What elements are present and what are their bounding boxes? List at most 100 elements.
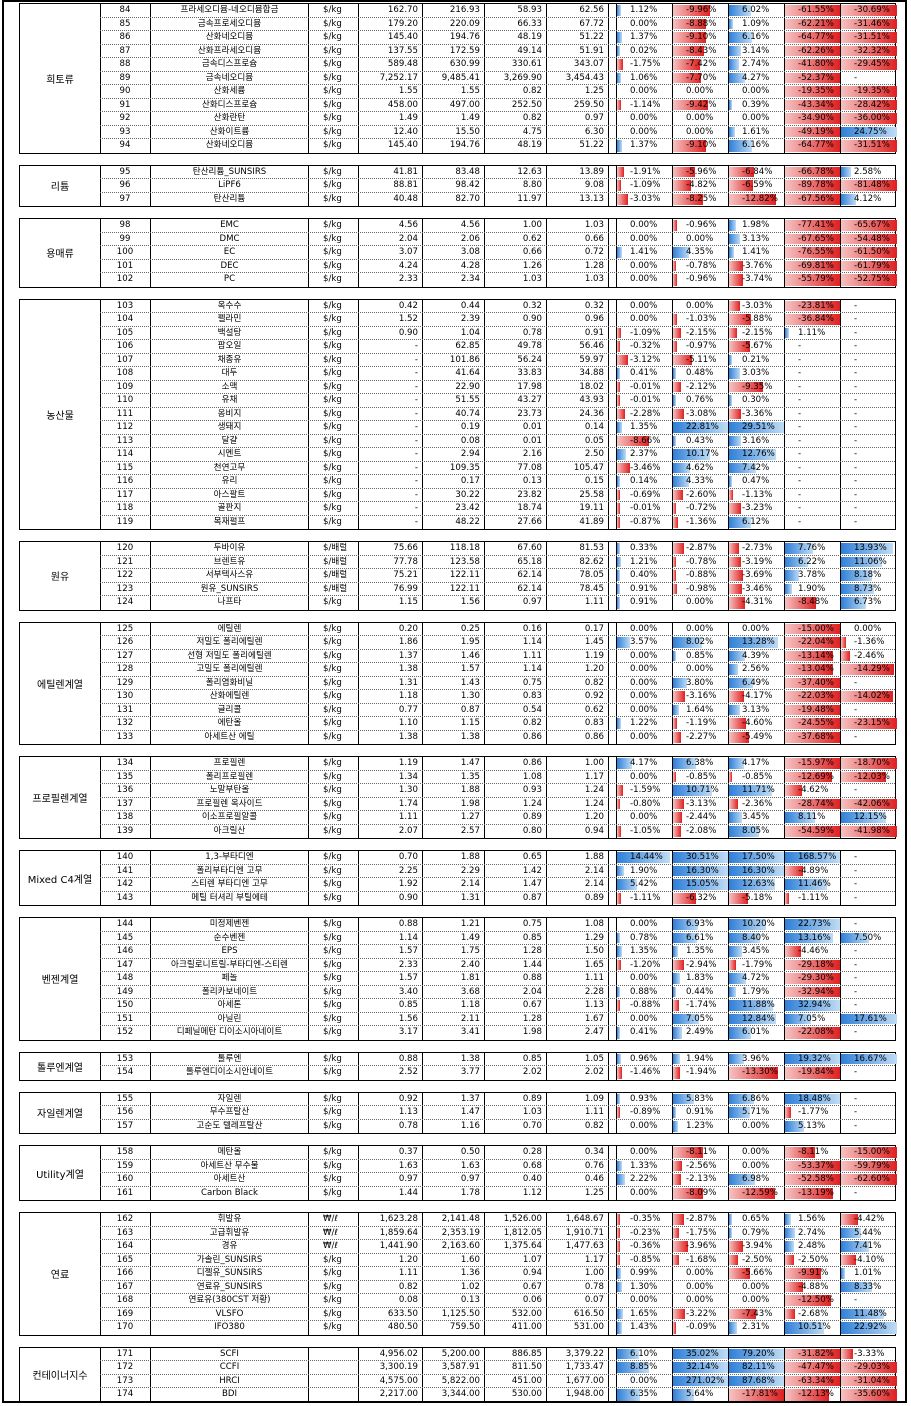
change-text: 0.00% (686, 597, 714, 607)
value-2: 0.17 (423, 475, 485, 488)
change-percent: -54.59% (785, 824, 841, 838)
change-bar (729, 677, 753, 688)
table-row: 174 BDI 2,217.00 3,344.00 530.00 1,948.00 6.35… (100, 1388, 897, 1402)
commodity-group: 컨테이너지수 171 SCFI 4,956.02 5,200.00 886.85 3,379… (19, 1346, 897, 1403)
change-bar (617, 140, 623, 152)
value-1: 0.70 (359, 851, 423, 864)
change-text: 0.00% (742, 1120, 770, 1131)
value-1: 0.97 (359, 1173, 423, 1186)
change-percent: -2.87% (673, 542, 729, 555)
value-2: 1,125.50 (423, 1307, 485, 1320)
value-3: 1.12 (485, 1186, 547, 1200)
table-row: 87 산화프라세오디뮴 $/kg 137.55 172.59 49.14 51.91 0.02… (100, 44, 897, 58)
change-bar (841, 1348, 854, 1359)
value-4: 41.89 (547, 515, 609, 529)
value-2: 122.11 (423, 582, 485, 595)
change-text: 1.65% (630, 1308, 658, 1319)
change-percent: -4.42% (841, 1213, 897, 1226)
unit: $/배럴 (309, 569, 359, 582)
change-bar (785, 1389, 830, 1401)
change-bar (841, 113, 897, 124)
change-percent: - (841, 381, 897, 394)
change-text: -34.90% (798, 113, 834, 123)
change-text: 14.44% (630, 852, 663, 862)
row-id: 88 (100, 58, 151, 71)
table-row: 92 산화란탄 $/kg 1.49 1.49 0.82 0.97 0.00% 0.00% 0.00… (100, 112, 897, 126)
change-percent: 4.12% (841, 193, 897, 207)
unit: $/kg (309, 676, 359, 689)
change-text: - (854, 381, 858, 392)
change-text: -55.79% (798, 274, 834, 284)
change-text: -3.94% (742, 1241, 773, 1251)
value-2: 2,163.60 (423, 1240, 485, 1253)
change-text: 2.22% (630, 1174, 658, 1184)
change-bar (617, 435, 649, 446)
change-percent: 0.00% (673, 663, 729, 676)
value-3: 1.28 (485, 1012, 547, 1025)
change-text: -19.84% (798, 1067, 834, 1077)
change-text: 10.51% (798, 1322, 831, 1332)
value-2: 1.30 (423, 690, 485, 703)
change-bar (673, 5, 710, 16)
change-percent: 0.00% (617, 1294, 673, 1307)
table-row: 90 산화세륨 $/kg 1.55 1.55 0.82 1.25 0.00% 0.00% 0.00… (100, 85, 897, 99)
separator (609, 367, 617, 380)
commodity-group: 벤젠계열 144 미정제벤젠 $/kg 0.88 1.21 0.75 1.08 0.00% 6.9… (19, 917, 897, 1041)
value-2: 62.85 (423, 340, 485, 353)
change-text: 0.00% (630, 650, 658, 661)
value-1: - (359, 394, 423, 407)
change-text: 1.64% (686, 704, 714, 715)
change-text: -59.79% (854, 1160, 890, 1171)
change-percent: -36.84% (785, 313, 841, 326)
change-bar (617, 543, 621, 554)
commodity-name: 달걀 (151, 434, 309, 447)
change-text: -2.36% (742, 798, 773, 809)
change-text: - (854, 503, 858, 513)
change-text: - (798, 476, 802, 486)
change-text: 6.98% (742, 1174, 770, 1184)
change-bar (785, 785, 802, 796)
change-percent: 5.42% (617, 878, 673, 891)
commodity-name: 고밀도 폴리에틸렌 (151, 663, 309, 676)
change-percent: -67.56% (785, 192, 841, 206)
commodity-name: 산화프라세오디뮴 (151, 44, 309, 57)
change-percent: -7.70% (673, 71, 729, 84)
change-text: 5.13% (798, 1120, 826, 1131)
change-bar (617, 718, 622, 729)
change-text: 6.16% (742, 32, 770, 42)
change-percent: -9.10% (673, 139, 729, 153)
change-percent: 1.35% (617, 945, 673, 958)
change-percent: 8.73% (841, 583, 897, 596)
value-3: 62.14 (485, 582, 547, 595)
change-text: -12.82% (742, 193, 778, 204)
value-2: 3.08 (423, 246, 485, 259)
change-percent: 3.45% (729, 811, 785, 824)
value-4: 0.96 (547, 313, 609, 326)
row-id: 111 (100, 407, 151, 420)
commodity-group: 에틸렌계열 125 에틸렌 $/kg 0.20 0.25 0.16 0.17 0.00% 0.00… (19, 621, 897, 745)
table-row: 149 폴리카보네이트 $/kg 3.40 3.68 2.04 2.28 0.88% 0.44%… (100, 985, 895, 999)
change-bar (617, 1160, 622, 1171)
table-row: 88 금속디스프로슘 $/kg 589.48 630.99 330.61 343.07 -1.… (100, 58, 897, 72)
unit: $/kg (309, 945, 359, 958)
unit: $/kg (309, 1106, 359, 1119)
change-percent: -5.88% (729, 313, 785, 326)
value-2: 118.18 (423, 542, 485, 555)
table-row: 121 브렌트유 $/배럴 77.78 123.58 65.18 82.62 1.21% -0.… (100, 555, 895, 569)
group-label: 연료 (20, 1213, 101, 1335)
change-bar (673, 503, 677, 514)
change-bar (785, 825, 840, 837)
change-text: -31.51% (854, 32, 890, 42)
table-row: 147 아크릴로니트릴-부타디엔-스티렌 $/kg 2.33 2.40 1.44 1.65-… (100, 958, 895, 972)
change-percent: 0.91% (617, 582, 673, 595)
change-bar (841, 18, 897, 29)
change-text: -29.03% (854, 1362, 890, 1372)
change-percent: 0.00% (729, 1294, 785, 1307)
table-row: 97 탄산리튬 $/kg 40.48 82.70 11.97 13.13 -3.03% -8.2… (100, 192, 897, 207)
change-percent: 17.50% (729, 851, 785, 864)
value-3: 252.50 (485, 98, 547, 111)
change-text: -67.65% (798, 233, 834, 244)
change-bar (841, 233, 897, 244)
change-percent: - (785, 475, 841, 488)
change-text: -13.14% (798, 650, 834, 661)
